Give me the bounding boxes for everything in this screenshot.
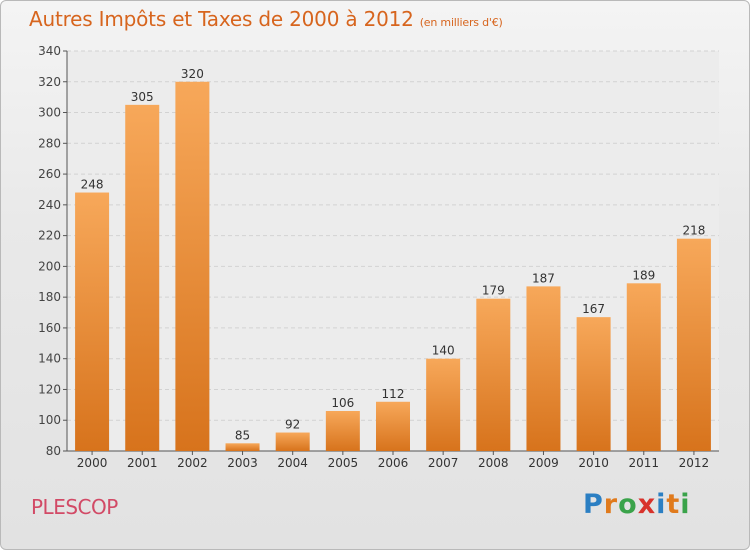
x-tick-label: 2006 <box>378 456 409 470</box>
bar <box>325 411 360 451</box>
x-tick-label: 2001 <box>127 456 158 470</box>
y-tick-label: 200 <box>38 259 61 273</box>
x-tick-label: 2007 <box>428 456 459 470</box>
bar <box>576 317 611 451</box>
y-tick-label: 260 <box>38 167 61 181</box>
bar-value-label: 189 <box>632 268 655 282</box>
y-tick-label: 80 <box>46 444 61 458</box>
logo-letter: o <box>618 489 638 520</box>
bar <box>676 238 711 451</box>
bar-value-label: 320 <box>181 67 204 81</box>
logo-letter: r <box>603 489 619 520</box>
chart-title-text: Autres Impôts et Taxes de 2000 à 2012 <box>29 7 414 31</box>
x-tick-label: 2008 <box>478 456 509 470</box>
bar <box>225 443 260 451</box>
logo-letter: t <box>666 489 681 520</box>
logo-letter: x <box>637 489 657 520</box>
bar <box>175 81 210 452</box>
bar <box>75 192 110 452</box>
bar-value-label: 167 <box>582 302 605 316</box>
y-tick-label: 140 <box>38 352 61 366</box>
bar-value-label: 305 <box>131 90 154 104</box>
bar-value-label: 112 <box>382 387 405 401</box>
y-tick-label: 160 <box>38 321 61 335</box>
y-tick-label: 280 <box>38 136 61 150</box>
bar-value-label: 218 <box>682 224 705 238</box>
proxiti-logo: Proxiti <box>583 489 691 520</box>
bar-value-label: 248 <box>81 178 104 192</box>
bar <box>275 432 310 451</box>
x-tick-label: 2004 <box>277 456 308 470</box>
bar <box>526 286 561 451</box>
bar <box>125 104 160 451</box>
y-tick-label: 120 <box>38 382 61 396</box>
y-tick-label: 240 <box>38 198 61 212</box>
x-tick-label: 2002 <box>177 456 208 470</box>
bar-value-label: 106 <box>331 396 354 410</box>
bar <box>476 298 511 451</box>
bar-value-label: 187 <box>532 271 555 285</box>
x-tick-label: 2012 <box>679 456 710 470</box>
x-tick-label: 2010 <box>578 456 609 470</box>
x-tick-label: 2000 <box>77 456 108 470</box>
bar-value-label: 85 <box>235 428 250 442</box>
y-tick-label: 300 <box>38 106 61 120</box>
y-tick-label: 180 <box>38 290 61 304</box>
x-tick-label: 2011 <box>628 456 659 470</box>
bar <box>376 401 410 451</box>
bar-value-label: 179 <box>482 284 505 298</box>
bar-value-label: 92 <box>285 418 300 432</box>
y-tick-label: 320 <box>38 75 61 89</box>
logo-letter: P <box>583 489 604 520</box>
chart-title: Autres Impôts et Taxes de 2000 à 2012 (en… <box>29 7 503 31</box>
x-tick-label: 2003 <box>227 456 258 470</box>
bar <box>626 283 661 451</box>
x-tick-label: 2009 <box>528 456 559 470</box>
logo-letter: i <box>680 489 691 520</box>
bar-value-label: 140 <box>432 344 455 358</box>
y-tick-label: 100 <box>38 413 61 427</box>
y-tick-label: 340 <box>38 44 61 58</box>
x-tick-label: 2005 <box>328 456 359 470</box>
bar <box>426 358 461 451</box>
chart-subtitle: (en milliers d'€) <box>419 16 503 29</box>
logo-letter: i <box>656 489 667 520</box>
place-name: PLESCOP <box>31 495 118 519</box>
y-tick-label: 220 <box>38 229 61 243</box>
